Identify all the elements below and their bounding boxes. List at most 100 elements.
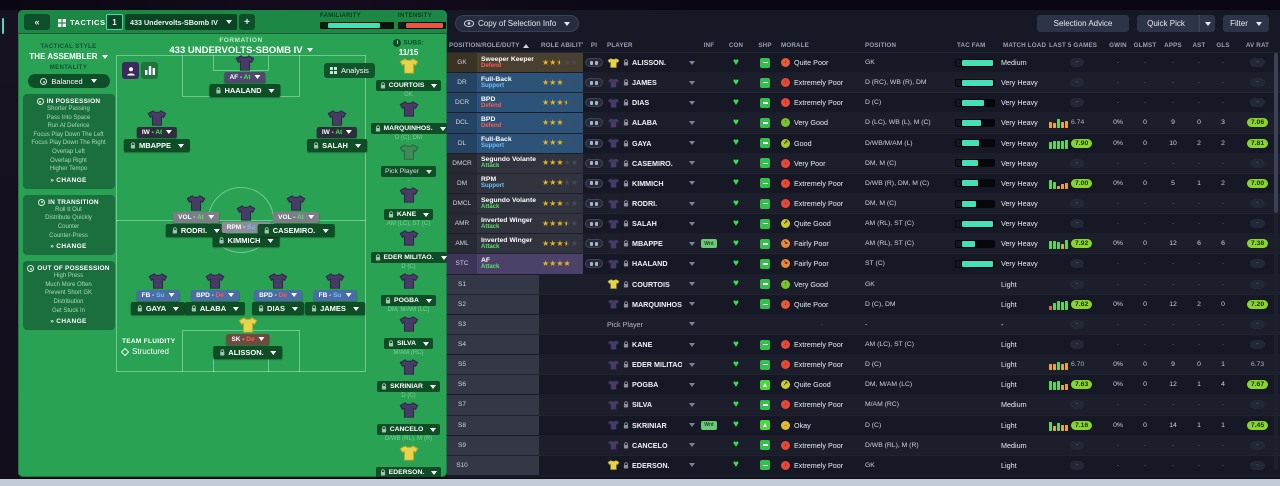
player-cell[interactable]: RODRI. — [605, 194, 697, 213]
role-duty[interactable]: Segundo Volante Attack — [477, 153, 539, 173]
pitch-role-label[interactable]: BPD - De — [254, 290, 302, 301]
player-instructions-indicator[interactable] — [583, 335, 605, 354]
player-cell[interactable]: GAYA — [605, 134, 697, 153]
player-cell[interactable]: HAALAND — [605, 254, 697, 273]
sub-shirt-icon[interactable] — [399, 187, 419, 208]
player-shirt-icon[interactable] — [268, 273, 288, 289]
sub-item[interactable]: SKRINIAR D (C) — [370, 359, 447, 399]
sub-shirt-icon[interactable] — [399, 445, 419, 466]
sub-item[interactable]: EDERSON.GK — [370, 445, 447, 477]
column-header-morale[interactable]: MORALE — [779, 39, 863, 52]
pitch-role-label[interactable]: BPD - De — [191, 290, 239, 301]
role-duty[interactable]: Full-Back Support — [477, 73, 539, 93]
table-row[interactable]: S2 MARQUINHOS. ♥ ↓ Quite Poor D (C), DM Light 7… — [447, 294, 1280, 315]
player-instructions-indicator[interactable] — [583, 194, 605, 213]
sub-player-name[interactable]: POGBA — [381, 295, 436, 306]
mentality-select[interactable]: Balanced — [27, 74, 110, 88]
role-duty[interactable] — [477, 415, 539, 435]
sub-shirt-icon[interactable] — [399, 101, 419, 122]
player-cell[interactable]: KIMMICH — [605, 174, 697, 193]
table-row[interactable]: S6 POGBA ♥ ↗ Quite Good DM, M/AM (LC) Light 7.6… — [447, 375, 1280, 395]
player-cell[interactable]: DIAS — [605, 93, 697, 112]
table-row[interactable]: S5 EDER MILITAO. ♥ ↓ Extremely Poor D (C) Ligh… — [447, 355, 1280, 376]
pitch-player-name[interactable]: ALABA — [184, 302, 246, 315]
sub-item[interactable]: Pick Player - — [370, 144, 447, 184]
player-instructions-indicator[interactable] — [583, 295, 605, 314]
player-instructions-indicator[interactable] — [583, 154, 605, 173]
player-instructions-indicator[interactable] — [583, 355, 605, 374]
player-shirt-icon[interactable] — [238, 317, 258, 333]
sub-shirt-icon[interactable] — [399, 359, 419, 380]
player-cell[interactable]: ALABA — [605, 113, 697, 132]
player-cell[interactable]: JAMES — [605, 73, 697, 92]
player-cell[interactable]: COURTOIS — [605, 275, 697, 294]
pitch-role-label[interactable]: VOL - At — [273, 212, 319, 223]
role-duty[interactable] — [477, 455, 539, 475]
table-row[interactable]: DM RPM Support ★ ★ ★ ★ ★ KIMMICH ♥ ↓ Extremely Poor… — [447, 173, 1280, 194]
player-instructions-indicator[interactable] — [583, 416, 605, 435]
player-cell[interactable]: ALISSON. — [605, 53, 697, 72]
sub-shirt-icon[interactable] — [399, 273, 419, 294]
player-instructions-indicator[interactable] — [583, 234, 605, 253]
role-duty[interactable]: Inverted Winger Attack — [477, 234, 539, 254]
table-row[interactable]: S3 Pick Player - - - - - - - - - - — [447, 314, 1280, 335]
change-button[interactable]: » CHANGE — [50, 177, 87, 184]
role-duty[interactable]: Sweeper Keeper Defend — [477, 53, 539, 73]
sub-item[interactable]: MARQUINHOS. D (C), DM — [370, 101, 447, 141]
sub-item[interactable]: KANE AM (LC), ST (C) — [370, 187, 447, 227]
sub-player-name[interactable]: COURTOIS — [375, 80, 442, 91]
column-header-pi[interactable]: PI — [583, 39, 605, 52]
role-duty[interactable] — [477, 314, 539, 334]
role-duty[interactable] — [477, 274, 539, 294]
player-shirt-icon[interactable] — [325, 273, 345, 289]
pitch-player-name[interactable]: RODRI. — [165, 224, 227, 237]
role-duty[interactable] — [477, 294, 539, 314]
player-cell[interactable]: Pick Player — [605, 315, 697, 334]
player-cell[interactable]: CANCELO — [605, 436, 697, 455]
pitch-player-name[interactable]: DIAS — [252, 302, 304, 315]
table-row[interactable]: DMCL Segundo Volante Attack ★ ★ ★ ★ ★ RODRI. ♥ ↓ Ex… — [447, 193, 1280, 215]
role-duty[interactable]: Full-Back Support — [477, 133, 539, 153]
sub-shirt-icon[interactable] — [399, 58, 419, 79]
column-header-apps[interactable]: APPS — [1159, 39, 1187, 52]
sub-shirt-icon[interactable] — [399, 144, 419, 165]
column-header-gls[interactable]: GLS — [1211, 39, 1235, 52]
pitch-role-label[interactable]: IW - At — [316, 127, 358, 138]
stats-view-button[interactable] — [141, 62, 158, 79]
scrollbar-thumb[interactable] — [1274, 53, 1278, 213]
player-cell[interactable]: MBAPPE — [605, 234, 697, 253]
sub-item[interactable]: EDER MILITAO. D (C) — [370, 230, 447, 270]
sub-item[interactable]: CANCELO D/WB (RL), M (R) — [370, 402, 447, 442]
pitch-role-label[interactable]: FB - Su — [136, 290, 180, 301]
role-duty[interactable]: Segundo Volante Attack — [477, 193, 539, 214]
player-shirt-icon[interactable] — [286, 195, 306, 211]
role-duty[interactable]: RPM Support — [477, 173, 539, 193]
player-cell[interactable]: EDER MILITAO. — [605, 355, 697, 374]
tactic-slot-tab[interactable]: 1 — [106, 14, 123, 30]
table-row[interactable]: S4 KANE ♥ ↓ Extremely Poor AM (LC), ST (C) Lig… — [447, 334, 1280, 355]
tactic-select-dropdown[interactable]: 433 Undervolts-SBomb IV — [125, 14, 237, 30]
player-instructions-indicator[interactable] — [583, 456, 605, 475]
pitch-role-label[interactable]: IW - At — [136, 127, 178, 138]
table-row[interactable]: S9 CANCELO ♥ ↓ Extremely Poor D/WB (RL), M (R… — [447, 435, 1280, 456]
analysis-button[interactable]: Analysis — [324, 63, 375, 78]
table-row[interactable]: S10 EDERSON. ♥ ↓ Extremely Poor GK Light - - - - - -… — [447, 455, 1280, 476]
role-duty[interactable]: BPD Defend — [477, 93, 539, 113]
player-shirt-icon[interactable] — [235, 55, 255, 71]
sub-player-name[interactable]: KANE — [383, 209, 434, 220]
column-header-glmst[interactable]: GLMST — [1131, 39, 1159, 52]
player-cell[interactable]: KANE — [605, 335, 697, 354]
role-duty[interactable]: BPD Defend — [477, 113, 539, 133]
pitch-role-label[interactable]: VOL - At — [173, 212, 219, 223]
pitch-player-name[interactable]: KIMMICH — [212, 234, 280, 247]
sub-item[interactable]: POGBA DM, M/AM (LC) — [370, 273, 447, 313]
tactical-style-value[interactable]: THE ASSEMBLER — [29, 52, 108, 61]
pitch-player-name[interactable]: JAMES — [305, 302, 365, 315]
sub-item[interactable]: SILVA M/AM (RC) — [370, 316, 447, 356]
column-header-l5[interactable]: LAST 5 GAMES — [1047, 39, 1105, 52]
player-instructions-indicator[interactable] — [583, 254, 605, 273]
player-cell[interactable]: EDERSON. — [605, 456, 697, 475]
player-shirt-icon[interactable] — [147, 110, 167, 126]
